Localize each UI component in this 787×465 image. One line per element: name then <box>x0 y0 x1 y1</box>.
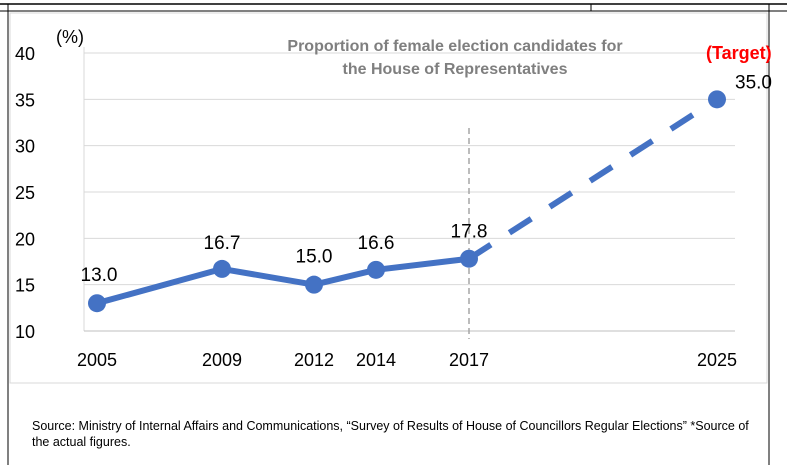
data-points <box>88 90 726 313</box>
gridlines <box>83 47 735 332</box>
data-label: 16.6 <box>358 233 395 254</box>
x-tick-label: 2009 <box>202 350 242 370</box>
y-tick-label: 40 <box>15 44 35 64</box>
plot-box <box>9 12 768 384</box>
data-label: 16.7 <box>204 233 241 254</box>
y-tick-label: 10 <box>15 322 35 342</box>
x-tick-label: 2012 <box>294 350 334 370</box>
y-tick-label: 20 <box>15 229 35 249</box>
data-point <box>305 275 323 294</box>
data-point <box>213 259 231 278</box>
data-labels: 13.0 16.7 15.0 16.6 17.8 35.0 <box>81 72 772 286</box>
y-tick-label: 15 <box>15 276 35 296</box>
y-tick-label: 30 <box>15 137 35 157</box>
x-tick-label: 2014 <box>356 350 396 370</box>
x-axis-ticks: 2005 2009 2012 2014 2017 2025 <box>77 350 737 370</box>
data-point <box>460 249 478 268</box>
target-annotation: (Target) <box>706 43 772 63</box>
chart-title-line1: Proportion of female election candidates… <box>287 38 622 55</box>
data-label: 17.8 <box>451 222 488 243</box>
source-note: Source: Ministry of Internal Affairs and… <box>32 419 749 449</box>
data-point <box>708 90 726 109</box>
x-tick-label: 2017 <box>449 350 489 370</box>
y-tick-label: 25 <box>15 183 35 203</box>
y-axis-unit-label: (%) <box>56 27 84 47</box>
y-tick-label: 35 <box>15 90 35 110</box>
data-label: 13.0 <box>81 265 118 286</box>
x-tick-label: 2025 <box>697 350 737 370</box>
data-point <box>88 294 106 313</box>
target-series-line <box>467 96 719 262</box>
chart-title-line2: the House of Representatives <box>343 61 568 78</box>
data-label: 35.0 <box>735 72 772 93</box>
data-point <box>367 260 385 279</box>
x-tick-label: 2005 <box>77 350 117 370</box>
data-label: 15.0 <box>296 247 333 268</box>
y-axis-ticks: 10 15 20 25 30 35 40 <box>15 44 35 342</box>
